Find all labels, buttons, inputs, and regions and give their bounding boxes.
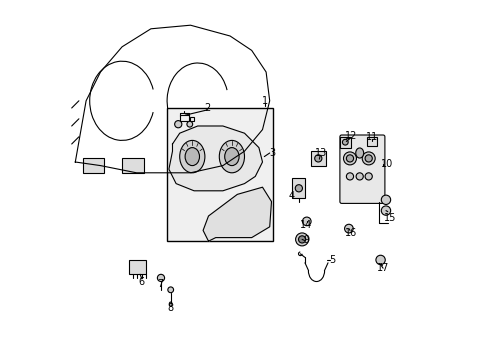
Circle shape [343, 152, 356, 165]
FancyBboxPatch shape [339, 135, 384, 203]
Text: 9: 9 [303, 235, 309, 246]
Text: 14: 14 [299, 220, 311, 230]
Ellipse shape [179, 140, 204, 173]
Bar [339, 137, 350, 148]
Circle shape [355, 173, 363, 180]
Bar [167, 108, 273, 241]
Text: 3: 3 [268, 148, 275, 158]
Circle shape [342, 139, 347, 145]
Circle shape [362, 152, 374, 165]
Circle shape [346, 173, 353, 180]
Circle shape [302, 217, 310, 226]
Text: 13: 13 [314, 148, 326, 158]
Bar [82, 158, 104, 173]
Circle shape [157, 274, 164, 282]
Text: 17: 17 [376, 263, 388, 273]
Bar [179, 115, 188, 121]
Bar [310, 151, 325, 166]
Bar [292, 178, 305, 198]
Polygon shape [168, 126, 262, 191]
Text: 4: 4 [287, 191, 294, 201]
Circle shape [186, 121, 192, 127]
Bar [128, 260, 145, 274]
Text: 11: 11 [365, 132, 377, 142]
Circle shape [381, 195, 390, 204]
Circle shape [314, 155, 321, 162]
Polygon shape [203, 187, 271, 241]
Ellipse shape [185, 148, 199, 166]
Circle shape [298, 236, 305, 243]
Text: 7: 7 [157, 279, 163, 289]
Circle shape [167, 287, 173, 293]
Circle shape [174, 121, 182, 128]
Text: 8: 8 [167, 303, 173, 313]
Circle shape [346, 155, 353, 162]
Circle shape [365, 155, 371, 162]
Text: 12: 12 [344, 131, 356, 141]
Text: 15: 15 [384, 213, 396, 223]
Circle shape [295, 233, 308, 246]
Circle shape [365, 173, 371, 180]
Ellipse shape [355, 148, 363, 158]
Text: 10: 10 [380, 159, 392, 169]
Text: 16: 16 [344, 228, 356, 238]
Bar [190, 117, 194, 121]
Circle shape [344, 224, 352, 233]
Ellipse shape [224, 148, 239, 166]
Circle shape [375, 255, 385, 265]
Circle shape [295, 185, 302, 192]
Ellipse shape [219, 140, 244, 173]
Text: 6: 6 [139, 276, 144, 287]
Ellipse shape [169, 302, 172, 306]
Circle shape [381, 206, 390, 215]
Bar [122, 158, 143, 173]
Text: 1: 1 [261, 96, 267, 106]
Text: 5: 5 [329, 255, 335, 265]
Text: 2: 2 [204, 103, 210, 113]
Bar [366, 137, 376, 146]
